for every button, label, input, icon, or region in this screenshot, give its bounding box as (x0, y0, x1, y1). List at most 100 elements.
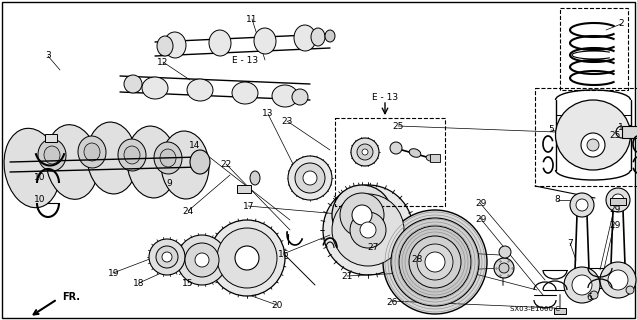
Text: 10: 10 (34, 173, 45, 182)
Bar (335, 118, 445, 206)
Circle shape (572, 275, 592, 295)
Circle shape (570, 193, 594, 217)
Text: 26: 26 (386, 298, 397, 307)
Text: 29: 29 (475, 199, 487, 208)
Circle shape (332, 185, 392, 245)
Text: 20: 20 (271, 301, 283, 310)
Circle shape (288, 156, 332, 200)
Bar (535, 88, 637, 186)
Ellipse shape (555, 100, 631, 170)
Text: 9: 9 (166, 180, 172, 188)
Ellipse shape (46, 125, 98, 199)
Text: 10: 10 (34, 196, 45, 204)
Circle shape (217, 228, 277, 288)
Ellipse shape (160, 149, 176, 167)
Ellipse shape (124, 75, 142, 93)
Text: 7: 7 (567, 239, 573, 248)
Circle shape (357, 144, 373, 160)
Text: 18: 18 (133, 279, 145, 288)
Bar (560, 8, 628, 90)
Ellipse shape (161, 131, 209, 199)
Text: 24: 24 (182, 207, 194, 216)
Text: E - 13: E - 13 (372, 92, 398, 101)
Text: 5: 5 (548, 125, 554, 134)
Circle shape (564, 267, 600, 303)
Ellipse shape (164, 32, 186, 58)
Circle shape (235, 246, 259, 270)
Circle shape (581, 133, 605, 157)
Ellipse shape (4, 128, 60, 208)
Ellipse shape (209, 30, 231, 56)
Text: 3: 3 (45, 52, 51, 60)
Circle shape (399, 226, 471, 298)
Circle shape (340, 193, 384, 237)
Ellipse shape (187, 79, 213, 101)
Text: 6: 6 (586, 293, 592, 302)
Text: 21: 21 (341, 272, 353, 281)
Circle shape (409, 236, 461, 288)
Circle shape (606, 188, 630, 212)
Text: 16: 16 (278, 250, 289, 259)
Ellipse shape (294, 25, 316, 51)
Ellipse shape (142, 77, 168, 99)
Text: 22: 22 (220, 160, 232, 169)
Ellipse shape (190, 150, 210, 174)
Ellipse shape (254, 28, 276, 54)
Bar (237, 185, 251, 193)
Text: 29: 29 (609, 205, 620, 214)
Ellipse shape (232, 82, 258, 104)
Circle shape (185, 243, 219, 277)
Text: 8: 8 (554, 196, 561, 204)
Text: 15: 15 (182, 279, 194, 288)
Circle shape (350, 212, 386, 248)
Ellipse shape (127, 126, 177, 198)
Circle shape (209, 220, 285, 296)
Text: 13: 13 (262, 109, 273, 118)
Circle shape (303, 171, 317, 185)
Circle shape (352, 205, 372, 225)
Circle shape (425, 252, 445, 272)
Ellipse shape (157, 36, 173, 56)
Circle shape (177, 235, 227, 285)
Text: 1: 1 (618, 124, 624, 132)
Bar (45, 134, 57, 142)
Circle shape (576, 199, 588, 211)
Bar (554, 308, 566, 314)
Circle shape (360, 222, 376, 238)
Ellipse shape (78, 136, 106, 168)
Circle shape (295, 163, 325, 193)
Circle shape (383, 210, 487, 314)
Circle shape (362, 149, 368, 155)
Circle shape (612, 194, 624, 206)
Ellipse shape (87, 122, 137, 194)
Circle shape (600, 262, 636, 298)
Circle shape (156, 246, 178, 268)
Circle shape (390, 142, 402, 154)
Circle shape (587, 139, 599, 151)
Bar (430, 154, 440, 162)
Text: 23: 23 (281, 117, 292, 126)
Text: FR.: FR. (62, 292, 80, 302)
Bar (610, 198, 626, 205)
Circle shape (494, 258, 514, 278)
Bar (622, 126, 637, 138)
Circle shape (626, 286, 634, 294)
Circle shape (332, 194, 404, 266)
Ellipse shape (44, 146, 60, 164)
Ellipse shape (38, 139, 66, 171)
Ellipse shape (426, 155, 434, 161)
Text: 25: 25 (609, 132, 620, 140)
Text: 12: 12 (157, 58, 168, 67)
Text: 11: 11 (246, 15, 257, 24)
Ellipse shape (325, 30, 335, 42)
Circle shape (149, 239, 185, 275)
Circle shape (608, 270, 628, 290)
Text: 2: 2 (619, 20, 624, 28)
Circle shape (391, 218, 479, 306)
Ellipse shape (272, 85, 298, 107)
Ellipse shape (292, 89, 308, 105)
Ellipse shape (124, 146, 140, 164)
Text: 14: 14 (189, 141, 200, 150)
Circle shape (590, 291, 598, 299)
Ellipse shape (250, 171, 260, 185)
